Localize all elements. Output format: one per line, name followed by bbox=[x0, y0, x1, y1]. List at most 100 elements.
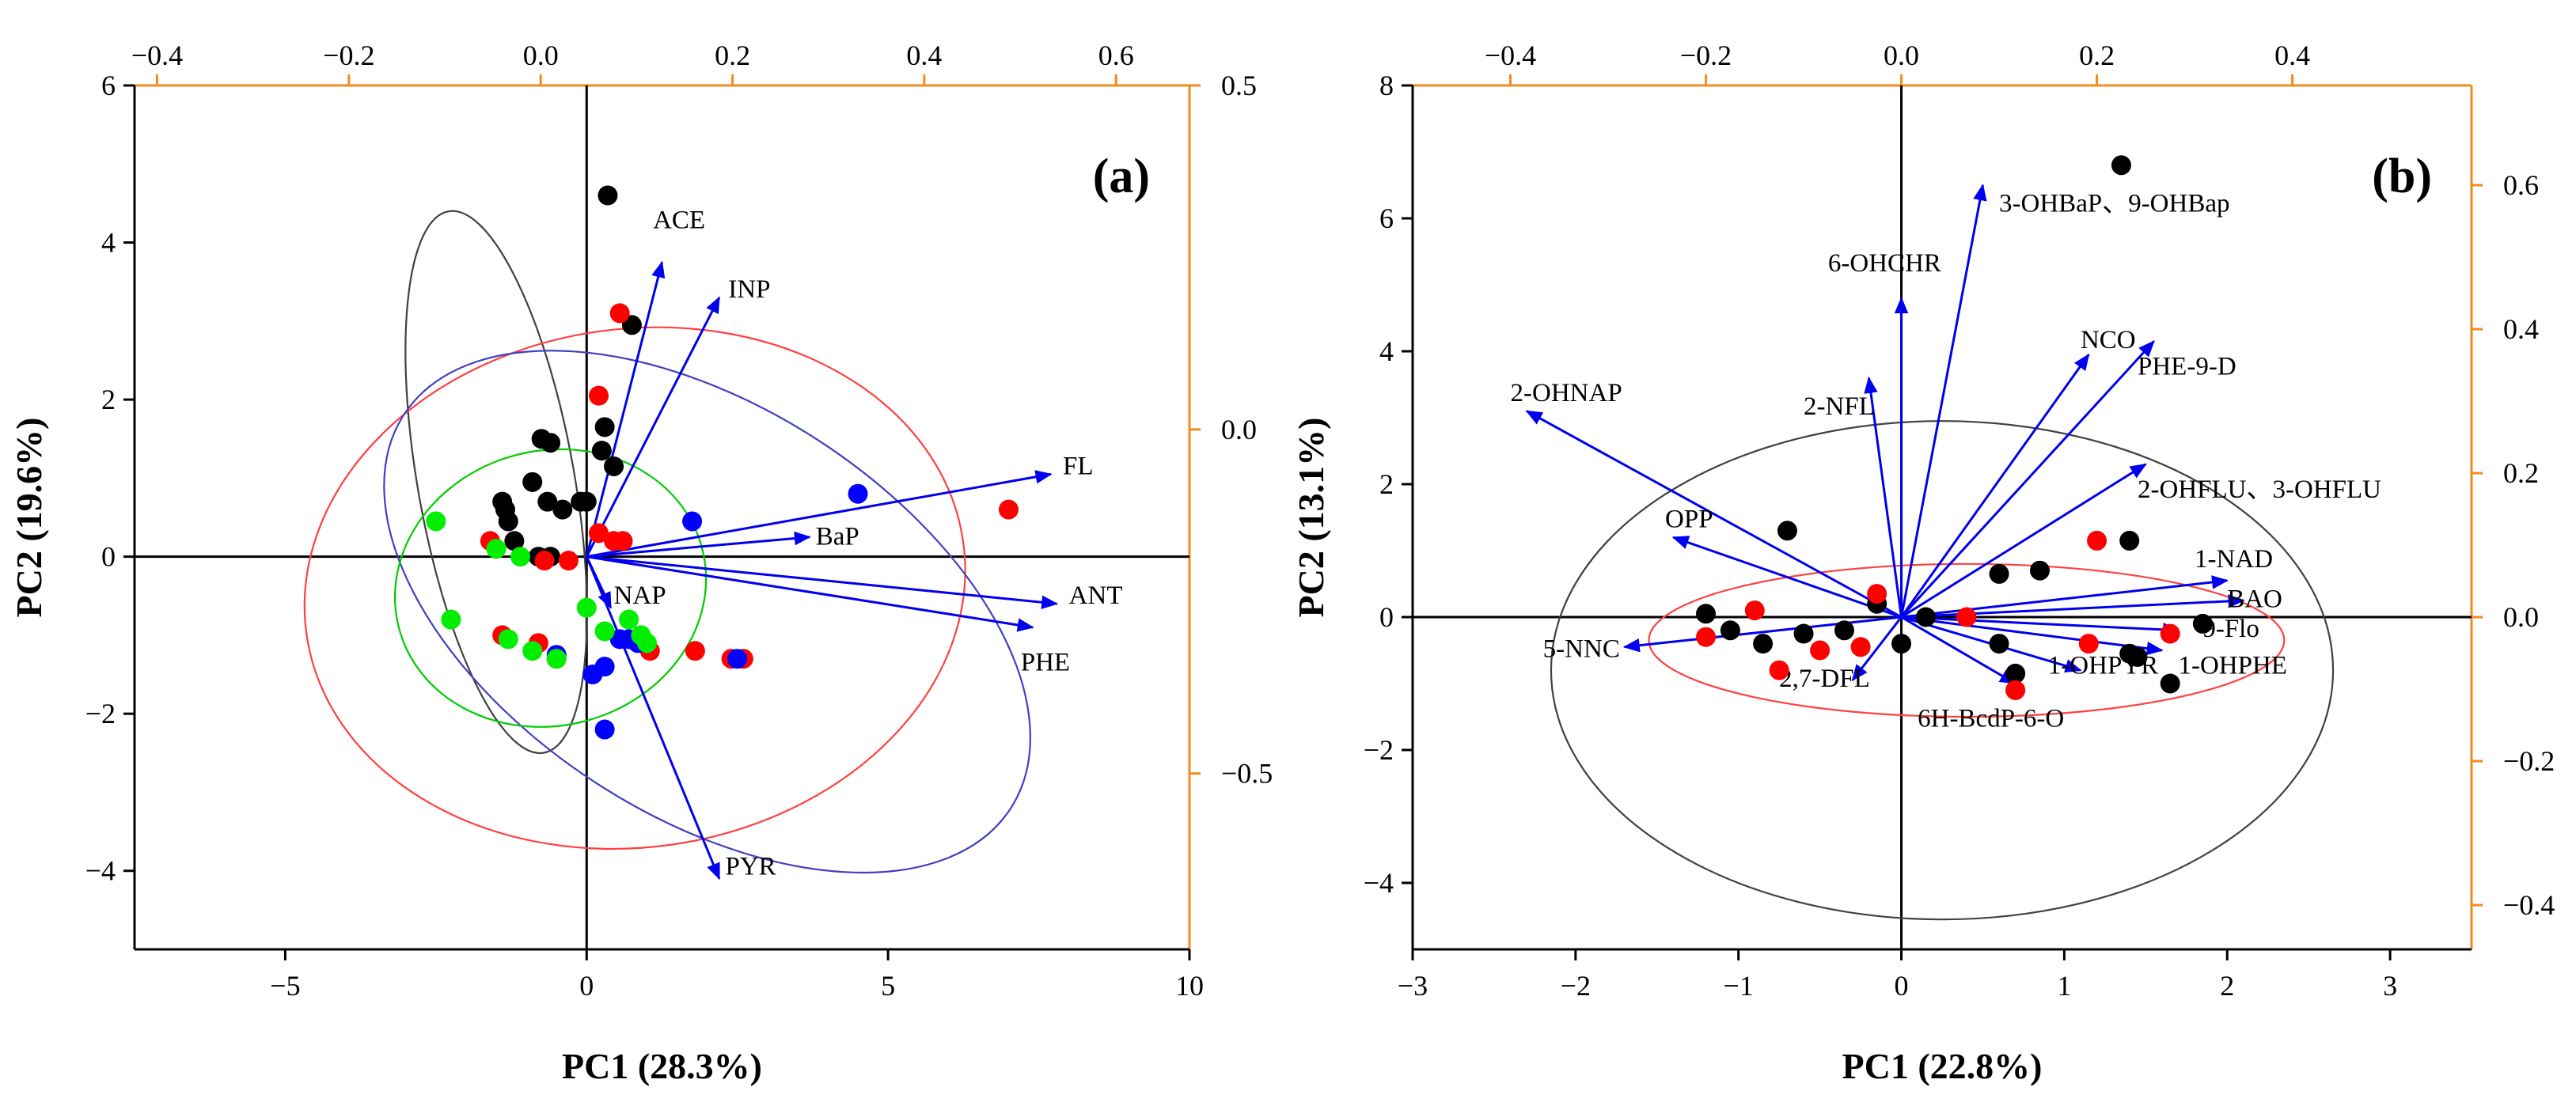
score-point-group-1 bbox=[504, 531, 525, 551]
loading-vector bbox=[1525, 410, 1903, 619]
score-point-group-4 bbox=[522, 641, 543, 661]
loading-vector bbox=[1901, 575, 2229, 619]
score-point-group-2 bbox=[685, 641, 705, 661]
score-point-group-2 bbox=[998, 499, 1019, 520]
top-tick-label: −0.4 bbox=[1485, 40, 1536, 71]
score-point-group-4 bbox=[426, 511, 446, 532]
score-point-group-1 bbox=[594, 417, 615, 437]
confidence-ellipse-group-3 bbox=[383, 350, 1031, 874]
loading-label: 9-Flo bbox=[2202, 615, 2259, 643]
score-point-group-4 bbox=[631, 625, 651, 646]
top-tick-label: −0.4 bbox=[131, 40, 183, 71]
score-point-group-1 bbox=[1793, 623, 1814, 644]
panel-label: (a) bbox=[1093, 150, 1150, 203]
top-tick-label: 0.4 bbox=[906, 40, 942, 71]
right-tick-label: −0.2 bbox=[2503, 745, 2555, 777]
score-point-group-3 bbox=[848, 483, 868, 504]
y-tick-label: 2 bbox=[1379, 468, 1394, 500]
score-point-group-1 bbox=[2111, 155, 2131, 176]
score-point-group-2 bbox=[2005, 680, 2026, 700]
loading-vector bbox=[1901, 594, 2245, 619]
score-point-group-1 bbox=[1777, 521, 1797, 541]
score-point-group-2 bbox=[589, 385, 609, 406]
score-point-group-4 bbox=[486, 539, 506, 559]
y-tick-label: −2 bbox=[1364, 734, 1394, 766]
loading-label: 6H-BcdP-6-O bbox=[1918, 705, 2064, 733]
panel-label: (b) bbox=[2372, 150, 2432, 203]
pca-biplot-a: −5 0 5 10 −4 −2 0 2 4 6 −0.4 −0.2 0.0 0.2 0.4 0.6 −0.5 0.… bbox=[9, 40, 1273, 1086]
loading-label: PHE-9-D bbox=[2138, 352, 2236, 381]
score-point-group-3 bbox=[682, 511, 703, 532]
score-point-group-1 bbox=[576, 491, 597, 512]
score-point-group-1 bbox=[2127, 646, 2148, 667]
top-tick-label: 0.2 bbox=[715, 40, 750, 71]
right-tick-label: −0.4 bbox=[2503, 889, 2555, 921]
score-point-group-2 bbox=[558, 551, 579, 571]
loading-vector bbox=[1901, 615, 2164, 656]
score-point-group-2 bbox=[1769, 660, 1789, 680]
y-tick-label: −2 bbox=[85, 698, 116, 729]
loading-vector bbox=[586, 470, 1053, 559]
x-axis-title: PC1 (28.3%) bbox=[562, 1046, 762, 1086]
score-point-group-4 bbox=[594, 621, 615, 642]
score-point-group-2 bbox=[613, 531, 633, 551]
top-tick-label: −0.2 bbox=[323, 40, 374, 71]
loading-label: 1-NAD bbox=[2195, 545, 2273, 574]
score-point-group-1 bbox=[1891, 634, 1912, 654]
loading-label: INP bbox=[728, 275, 770, 304]
y-axis-title: PC2 (19.6%) bbox=[9, 418, 49, 618]
score-point-group-1 bbox=[1989, 634, 2009, 654]
loading-label: BAO bbox=[2227, 585, 2282, 613]
y-tick-label: 2 bbox=[101, 384, 116, 415]
score-point-group-2 bbox=[1696, 627, 1717, 647]
loading-label: NAP bbox=[614, 581, 666, 610]
y-tick-label: 4 bbox=[101, 227, 116, 259]
loading-label: PHE bbox=[1021, 649, 1070, 677]
x-tick-label: 1 bbox=[2057, 970, 2071, 1002]
score-point-group-2 bbox=[609, 303, 630, 324]
score-point-group-2 bbox=[589, 523, 609, 544]
top-tick-label: 0.2 bbox=[2079, 40, 2115, 71]
x-tick-label: 2 bbox=[2220, 970, 2234, 1002]
loading-label: ANT bbox=[1069, 581, 1123, 610]
score-point-group-1 bbox=[552, 499, 573, 520]
score-point-group-1 bbox=[1834, 620, 1854, 641]
loading-vector bbox=[1622, 615, 1902, 653]
confidence-ellipse-group-2 bbox=[1648, 562, 2286, 718]
loading-label: 5-NNC bbox=[1543, 634, 1620, 663]
loading-vector bbox=[1864, 376, 1903, 618]
loading-label: 3-OHBaP、9-OHBap bbox=[1999, 190, 2229, 218]
score-point-group-1 bbox=[498, 511, 518, 532]
loading-vector bbox=[585, 296, 721, 558]
score-point-group-2 bbox=[1850, 637, 1871, 657]
score-point-group-1 bbox=[1753, 634, 1774, 654]
right-tick-label: −0.5 bbox=[1221, 758, 1273, 790]
score-point-group-1 bbox=[1720, 620, 1740, 641]
score-point-group-1 bbox=[604, 456, 624, 476]
loading-vector bbox=[1900, 615, 2017, 685]
y-tick-label: 6 bbox=[1379, 203, 1394, 234]
x-tick-label: 3 bbox=[2383, 970, 2397, 1002]
loading-label: 6-OHCHR bbox=[1828, 249, 1941, 278]
loading-vector bbox=[585, 260, 666, 558]
score-point-group-4 bbox=[546, 649, 567, 669]
score-point-group-1 bbox=[522, 472, 543, 492]
score-point-group-1 bbox=[1915, 607, 1936, 627]
x-tick-label: 5 bbox=[881, 970, 895, 1002]
score-point-group-3 bbox=[594, 719, 615, 740]
score-point-group-1 bbox=[541, 433, 561, 453]
loading-label: FL bbox=[1063, 452, 1094, 480]
x-tick-label: −1 bbox=[1724, 970, 1754, 1002]
loading-label: OPP bbox=[1665, 506, 1713, 534]
y-axis-title: PC2 (13.1%) bbox=[1291, 418, 1331, 618]
right-tick-label: 0.6 bbox=[2503, 169, 2539, 201]
top-tick-label: 0.0 bbox=[523, 40, 559, 71]
loading-vector bbox=[585, 556, 721, 881]
top-tick-label: 0.0 bbox=[1884, 40, 1919, 71]
pca-biplot-b: −3 −2 −1 0 1 2 3 −4 −2 0 2 4 6 8 −0.4 −0.2 0.0 0.2 0.4 −0.4… bbox=[1291, 40, 2555, 1086]
loading-label: 2-OHFLU、3-OHFLU bbox=[2138, 475, 2381, 504]
x-axis-title: PC1 (22.8%) bbox=[1842, 1046, 2043, 1086]
x-tick-label: −3 bbox=[1398, 970, 1428, 1002]
y-tick-label: −4 bbox=[85, 855, 116, 887]
score-point-group-2 bbox=[2078, 634, 2099, 654]
